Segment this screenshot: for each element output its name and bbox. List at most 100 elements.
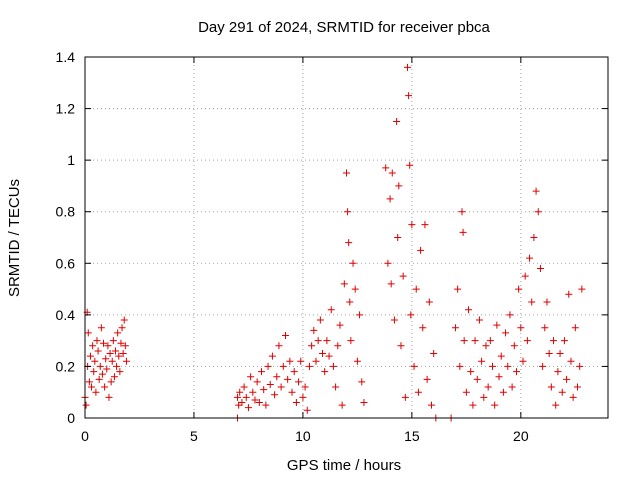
data-point xyxy=(521,272,529,280)
data-point xyxy=(251,396,259,404)
data-point xyxy=(117,339,125,347)
data-point xyxy=(508,383,516,391)
data-point xyxy=(560,337,568,345)
data-point xyxy=(417,246,425,254)
data-point xyxy=(552,401,560,409)
data-point xyxy=(116,368,124,376)
data-point xyxy=(90,368,98,376)
data-point xyxy=(425,298,433,306)
data-point xyxy=(469,401,477,409)
data-point xyxy=(427,401,435,409)
data-point xyxy=(343,169,350,177)
y-tick-label: 0.4 xyxy=(56,307,76,323)
x-tick-label: 15 xyxy=(404,428,420,444)
data-point xyxy=(486,337,494,345)
data-point xyxy=(264,362,272,370)
data-point xyxy=(543,298,551,306)
data-point xyxy=(305,362,313,370)
x-tick-label: 5 xyxy=(190,428,198,444)
data-point xyxy=(536,264,544,272)
data-point xyxy=(465,306,473,314)
x-tick-label: 20 xyxy=(513,428,529,444)
data-point xyxy=(547,383,555,391)
data-point xyxy=(115,352,123,360)
data-point xyxy=(303,406,311,414)
data-point xyxy=(344,208,352,216)
data-point xyxy=(408,221,416,229)
data-point xyxy=(91,357,99,365)
data-point xyxy=(565,290,573,298)
data-point xyxy=(358,378,366,386)
data-point xyxy=(258,368,266,376)
data-point xyxy=(332,383,340,391)
data-point xyxy=(113,362,121,370)
data-point xyxy=(456,362,464,370)
data-point xyxy=(286,357,294,365)
data-point xyxy=(346,298,354,306)
data-point xyxy=(491,401,499,409)
data-point xyxy=(462,388,470,396)
data-point xyxy=(405,92,413,100)
chart-title: Day 291 of 2024, SRMTID for receiver pbc… xyxy=(198,19,490,36)
data-point xyxy=(458,208,466,216)
data-point xyxy=(532,187,540,195)
data-point xyxy=(299,393,307,401)
data-point xyxy=(423,375,431,383)
data-point xyxy=(297,357,305,365)
data-point xyxy=(576,362,584,370)
data-point xyxy=(103,365,111,373)
data-point xyxy=(541,324,549,332)
data-point xyxy=(102,355,110,363)
data-point xyxy=(253,378,261,386)
data-point xyxy=(489,362,497,370)
data-point xyxy=(482,342,490,350)
y-axis-title: SRMTID / TECUs xyxy=(6,179,23,297)
data-point xyxy=(397,342,405,350)
y-tick-label: 1.4 xyxy=(56,49,76,65)
data-point xyxy=(108,357,116,365)
data-point xyxy=(480,393,488,401)
data-point xyxy=(114,329,122,337)
data-point xyxy=(107,378,115,386)
data-point xyxy=(336,321,344,329)
data-point xyxy=(569,393,577,401)
data-point xyxy=(523,337,531,345)
data-point xyxy=(234,393,242,401)
data-point xyxy=(526,254,534,262)
data-point xyxy=(475,316,483,324)
data-point xyxy=(478,357,486,365)
data-point xyxy=(249,388,257,396)
data-point xyxy=(290,368,298,376)
data-point xyxy=(571,324,579,332)
data-point xyxy=(122,357,130,365)
data-point xyxy=(512,368,520,376)
data-point xyxy=(109,337,117,345)
data-point xyxy=(410,362,418,370)
data-point xyxy=(284,375,292,383)
data-point xyxy=(277,383,285,391)
data-point xyxy=(421,221,429,229)
data-point xyxy=(499,388,507,396)
data-point xyxy=(573,383,581,391)
data-point xyxy=(338,401,346,409)
data-point xyxy=(460,337,468,345)
data-point xyxy=(430,350,438,358)
data-point xyxy=(96,362,104,370)
x-tick-label: 10 xyxy=(295,428,311,444)
data-point xyxy=(106,350,114,358)
y-tick-label: 0.6 xyxy=(56,255,76,271)
data-point xyxy=(414,388,422,396)
data-point xyxy=(121,342,129,350)
data-point xyxy=(292,399,300,407)
data-point xyxy=(301,383,309,391)
data-point xyxy=(563,375,571,383)
data-point xyxy=(471,337,479,345)
data-point xyxy=(388,169,396,177)
x-axis-title: GPS time / hours xyxy=(287,457,401,474)
data-point xyxy=(495,373,503,381)
data-point xyxy=(497,352,505,360)
data-point xyxy=(85,378,93,386)
data-point xyxy=(86,352,94,360)
data-point xyxy=(329,362,337,370)
data-point xyxy=(517,324,525,332)
